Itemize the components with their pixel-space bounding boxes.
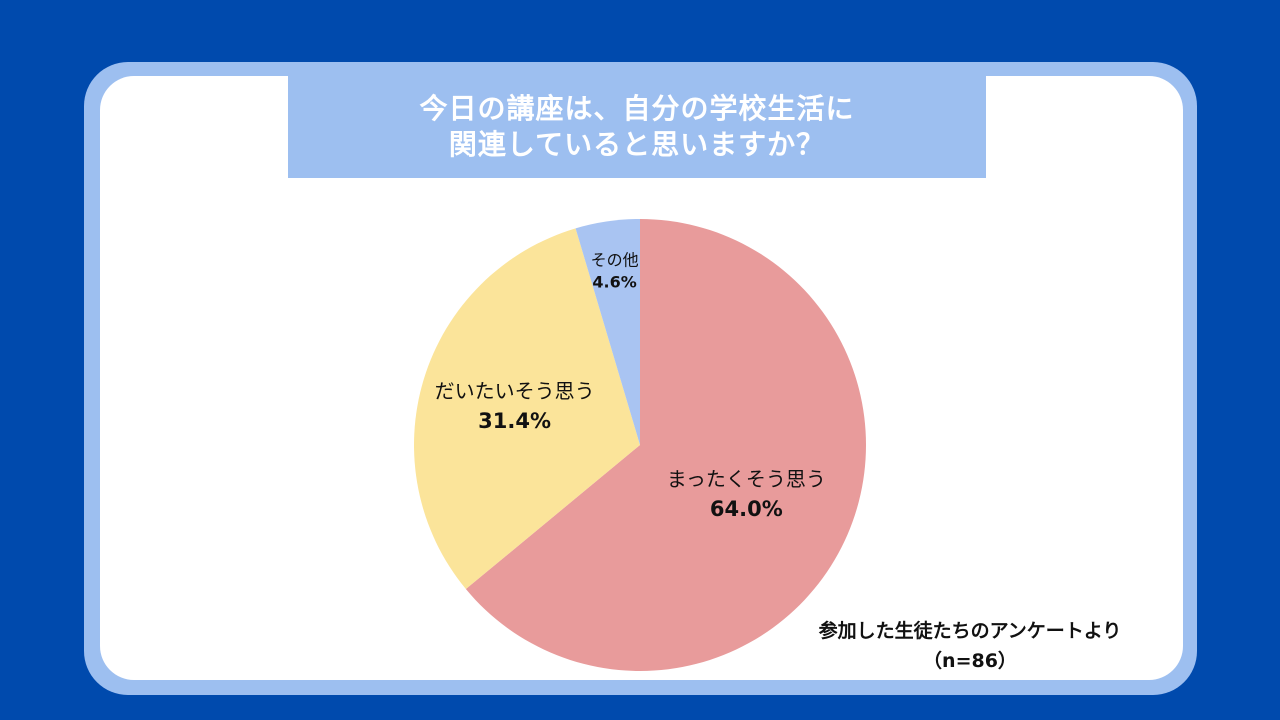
pie-slice-2: [413, 228, 640, 590]
source-line-1: 参加した生徒たちのアンケートより: [818, 620, 1122, 642]
source-note: 参加した生徒たちのアンケートより （n=86）: [780, 616, 1160, 676]
slice-value-1: 64.0%: [710, 497, 783, 521]
slice-label-2: だいたいそう思う: [435, 379, 595, 403]
chart-title: 今日の講座は、自分の学校生活に 関連していると思いますか？: [419, 92, 855, 161]
slice-value-3: 4.6%: [592, 273, 636, 292]
slice-label-1: まったくそう思う: [667, 467, 826, 491]
sample-size: （n=86）: [923, 650, 1017, 672]
pie-slice-1: [465, 219, 867, 672]
pie-slice-3: [575, 219, 640, 445]
title-banner: 今日の講座は、自分の学校生活に 関連していると思いますか？: [288, 76, 986, 178]
slice-label-3: その他: [591, 251, 639, 270]
slice-value-2: 31.4%: [478, 409, 551, 433]
